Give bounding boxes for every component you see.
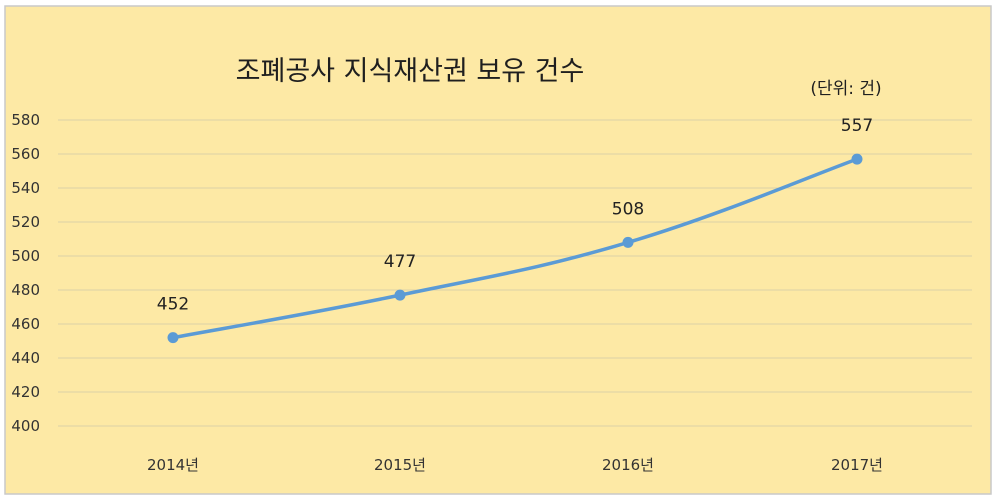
- y-tick-label-520: 520: [11, 213, 40, 231]
- data-label-4: 557: [841, 116, 873, 136]
- chart-title: 조폐공사 지식재산권 보유 건수: [236, 56, 585, 87]
- data-point-4: [851, 153, 863, 165]
- series-line: [171, 157, 859, 340]
- y-tick-label-440: 440: [11, 349, 40, 367]
- data-labels: 452 477 508 557: [157, 116, 873, 315]
- y-tick-label-560: 560: [11, 145, 40, 163]
- y-tick-label-400: 400: [11, 417, 40, 435]
- x-tick-label-4: 2017년: [831, 456, 883, 474]
- chart-background: [4, 5, 992, 495]
- x-tick-label-2: 2015년: [374, 456, 426, 474]
- x-tick-label-1: 2014년: [147, 456, 199, 474]
- y-tick-label-460: 460: [11, 315, 40, 333]
- x-tick-label-3: 2016년: [602, 456, 654, 474]
- gridlines: [58, 119, 972, 427]
- data-point-2: [394, 289, 406, 301]
- y-tick-label-500: 500: [11, 247, 40, 265]
- x-axis-ticks: 2014년 2015년 2016년 2017년: [147, 456, 883, 474]
- data-label-1: 452: [157, 295, 189, 315]
- data-label-3: 508: [612, 199, 644, 219]
- data-point-3: [622, 236, 634, 248]
- y-axis-ticks: 400 420 440 460 480 500 520 540 560 580: [11, 111, 40, 435]
- data-point-1: [167, 332, 179, 344]
- y-tick-label-420: 420: [11, 383, 40, 401]
- y-tick-label-480: 480: [11, 281, 40, 299]
- data-points: [167, 153, 863, 344]
- y-tick-label-580: 580: [11, 111, 40, 129]
- data-label-2: 477: [384, 252, 416, 272]
- unit-note: (단위: 건): [810, 79, 881, 99]
- y-tick-label-540: 540: [11, 179, 40, 197]
